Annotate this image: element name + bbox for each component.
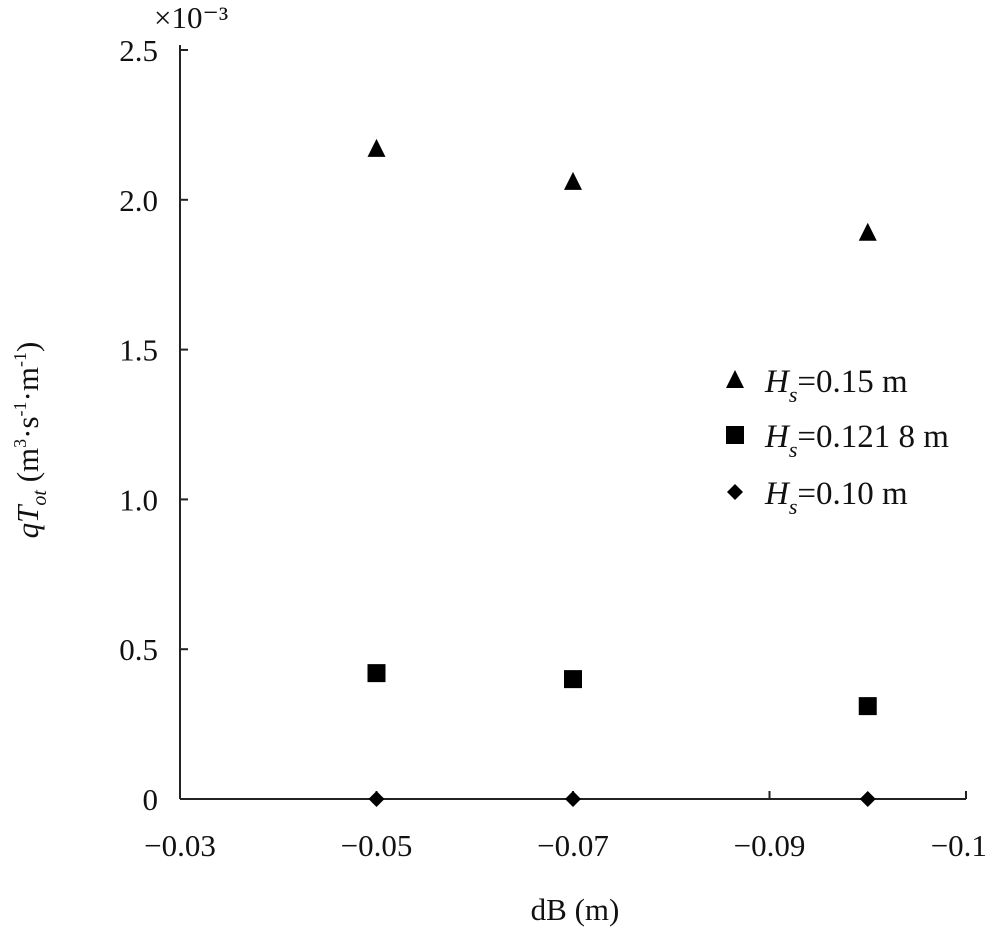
- x-tick-label: −0.11: [931, 828, 987, 863]
- square-data-point: [367, 664, 386, 683]
- data-points: [367, 138, 877, 807]
- legend: Hs=0.15 m Hs=0.121 8 m Hs=0.10 m: [726, 364, 949, 519]
- x-tick-label: −0.05: [341, 828, 413, 863]
- y-tick-label: 1.0: [119, 482, 158, 517]
- legend-item-diamond: Hs=0.10 m: [727, 476, 908, 519]
- diamond-data-point: [859, 791, 876, 807]
- y-axis-label: qTot (m3·s-1·m-1): [10, 342, 51, 539]
- legend-square-marker: [726, 426, 744, 444]
- y-tick-label: 0: [143, 782, 159, 817]
- y-tick-label: 2.0: [119, 183, 158, 218]
- legend-label: Hs=0.10 m: [764, 476, 908, 519]
- y-label-exp1: 3: [10, 439, 30, 448]
- legend-label: Hs=0.121 8 m: [764, 419, 949, 462]
- legend-item-square: Hs=0.121 8 m: [726, 419, 949, 462]
- x-tick-label: −0.03: [144, 828, 216, 863]
- y-label-mid2: ·m: [10, 367, 45, 401]
- y-tick-label: 0.5: [119, 632, 158, 667]
- y-ticks: 0 0.5 1.0 1.5 2.0 2.5: [119, 33, 188, 817]
- y-axis-multiplier: ×10⁻³: [154, 0, 228, 35]
- y-label-T: T: [10, 503, 45, 523]
- legend-triangle-marker: [726, 370, 744, 388]
- y-label-mid1: ·s: [10, 416, 45, 438]
- y-label-exp3: -1: [10, 352, 30, 367]
- legend-label: Hs=0.15 m: [764, 364, 908, 407]
- triangle-data-point: [564, 171, 582, 190]
- triangle-data-point: [858, 222, 877, 241]
- y-label-exp2: -1: [10, 401, 30, 416]
- y-label-units-open: (m: [10, 448, 45, 490]
- square-data-point: [564, 670, 582, 689]
- x-axis-label: dB (m): [531, 892, 620, 927]
- legend-item-triangle: Hs=0.15 m: [726, 364, 908, 407]
- x-tick-label: −0.07: [537, 828, 609, 863]
- y-label-ot: ot: [29, 490, 51, 506]
- x-tick-label: −0.09: [734, 828, 806, 863]
- y-tick-label: 2.5: [119, 33, 158, 68]
- diamond-data-point: [565, 791, 581, 807]
- diamond-data-point: [368, 791, 385, 807]
- square-data-point: [858, 697, 877, 716]
- y-label-units-close: ): [10, 342, 45, 352]
- triangle-data-point: [367, 138, 386, 157]
- y-tick-label: 1.5: [119, 333, 158, 368]
- y-label-q: q: [10, 523, 45, 539]
- x-ticks: −0.03 −0.05 −0.07 −0.09 −0.11: [144, 791, 987, 863]
- legend-diamond-marker: [727, 484, 743, 500]
